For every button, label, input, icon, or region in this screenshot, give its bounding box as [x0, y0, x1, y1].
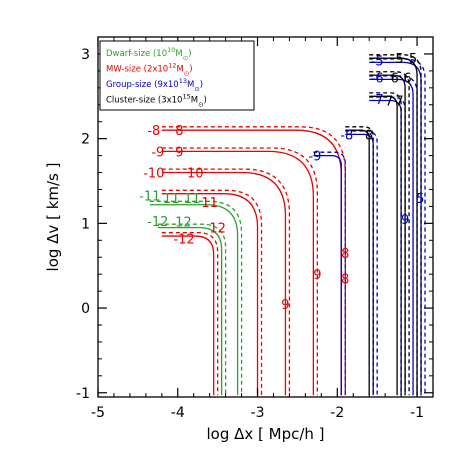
contour-level-label: 11	[201, 196, 218, 211]
contour-level-label: -5	[371, 55, 384, 70]
x-tick-label: -4	[171, 405, 185, 421]
contour-level-label: 6	[403, 72, 411, 87]
contour-dashed-1-1	[161, 147, 318, 396]
contour-dashed-1-2	[161, 168, 291, 396]
contour-level-label: 7	[385, 95, 393, 110]
contour-dashed-2-2	[369, 96, 406, 396]
contour-solid-3-2	[369, 95, 398, 396]
contour-level-label: 7	[395, 95, 403, 110]
contour-level-label: 8	[341, 247, 349, 262]
y-axis-label: log Δv [ km/s ]	[44, 163, 62, 272]
contour-curves	[149, 54, 426, 396]
contour-solid-0-1	[157, 226, 223, 396]
contour-level-label: -9	[151, 145, 164, 160]
contour-level-label: 9	[313, 268, 321, 283]
contour-level-label: -10	[143, 167, 164, 182]
contour-dashed-1-4	[161, 232, 219, 396]
contour-solid-3-0	[369, 57, 418, 396]
contour-level-label: 5	[395, 52, 403, 67]
contour-level-label: 12	[175, 216, 192, 231]
contour-level-label: 8	[175, 124, 183, 139]
contour-solid-1-3	[161, 193, 259, 396]
contour-dashed-2-1	[369, 75, 418, 396]
contour-level-label: -11	[139, 189, 160, 204]
contour-level-label: 8	[341, 272, 349, 287]
contour-dashed-0-1	[157, 223, 227, 396]
contour-level-label: -7	[371, 93, 384, 108]
contour-level-label: 5	[416, 192, 424, 207]
contour-dashed-2-3	[345, 130, 378, 396]
x-tick-label: -2	[330, 405, 344, 421]
contour-level-label: 6	[391, 72, 399, 87]
contour-level-label: 11	[184, 192, 201, 207]
contour-level-label: 9	[401, 213, 409, 228]
x-tick-label: -1	[410, 405, 424, 421]
contour-level-label: 12	[209, 222, 226, 237]
contour-level-label: -12	[147, 215, 168, 230]
contour-level-label: 8	[365, 128, 373, 143]
contour-level-label: 9	[175, 145, 183, 160]
y-tick-label: 2	[81, 132, 90, 148]
x-axis-label: log Δx [ Mpc/h ]	[206, 425, 324, 443]
contour-level-label: -8	[340, 128, 353, 143]
x-tick-label: -3	[251, 405, 265, 421]
contour-solid-2-1	[369, 78, 414, 396]
contour-solid-2-4	[313, 154, 342, 396]
contour-dashed-2-4	[313, 151, 346, 396]
y-tick-label: 3	[81, 47, 90, 63]
contour-level-label: -12	[174, 233, 195, 248]
contour-solid-2-2	[369, 99, 402, 396]
x-tick-label: -5	[91, 405, 105, 421]
contour-dashed-0-0	[149, 200, 243, 396]
legend-entry: MW-size (2x1012M⊙)	[106, 62, 193, 78]
contour-level-label: 9	[281, 298, 289, 313]
contour-dashed-3-2	[369, 92, 402, 396]
legend-entry: Cluster-size (3x1015M⊙)	[106, 93, 207, 109]
contour-solid-3-1	[369, 74, 406, 396]
legend: Dwarf-size (1010M⊙)MW-size (2x1012M⊙)Gro…	[99, 40, 255, 111]
contour-dashed-1-0	[161, 126, 346, 396]
legend-box	[99, 40, 255, 111]
y-tick-label: 1	[81, 216, 90, 232]
contour-solid-1-4	[161, 235, 215, 396]
contour-solid-3-3	[345, 129, 370, 396]
contour-level-label: -8	[147, 124, 160, 139]
contour-level-label: 10	[187, 167, 204, 182]
contour-solid-1-1	[161, 150, 315, 396]
contour-level-label: 11	[163, 192, 180, 207]
contour-dashed-1-3	[161, 189, 263, 396]
contour-solid-0-0	[149, 204, 239, 396]
contour-level-label: -9	[308, 150, 321, 165]
contour-solid-1-2	[161, 171, 287, 396]
contour-labels: -5 5 5-6 6 6-7 7 7-8 8-959-8 8-9 9-10 101112-12-11…	[139, 52, 424, 313]
contour-solid-2-3	[345, 133, 374, 396]
y-tick-label: -1	[76, 386, 90, 402]
plot-frame	[97, 36, 434, 398]
contour-level-label: 5	[409, 52, 417, 67]
contour-dashed-3-1	[369, 71, 410, 396]
y-tick-label: 0	[81, 301, 90, 317]
contour-level-label: -6	[371, 72, 384, 87]
legend-entry: Group-size (9x1013M⊙)	[106, 77, 203, 93]
legend-entry: Dwarf-size (1010M⊙)	[106, 46, 192, 62]
